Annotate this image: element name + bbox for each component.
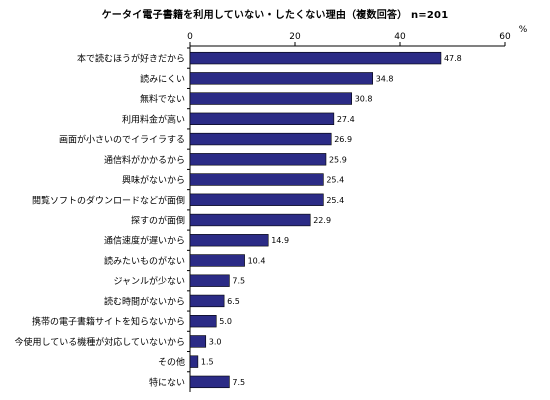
- category-label: 特にない: [149, 376, 185, 388]
- bar: [189, 375, 230, 389]
- category-label: ジャンルが少ない: [113, 275, 185, 287]
- bar: [189, 112, 335, 125]
- bar: [189, 72, 373, 85]
- bar: [189, 254, 245, 267]
- value-label: 6.5: [227, 297, 240, 306]
- value-label: 1.5: [201, 358, 214, 367]
- category-label: 通信料がかかるから: [104, 154, 185, 166]
- bar: [189, 153, 327, 166]
- value-label: 26.9: [334, 135, 352, 144]
- bar: [189, 132, 332, 146]
- category-label: 本で読むほうが好きだから: [77, 53, 185, 65]
- value-label: 3.0: [209, 337, 222, 346]
- category-label: 読みにくい: [140, 73, 185, 85]
- category-label: 画面が小さいのでイライラする: [59, 134, 185, 146]
- x-unit-label: %: [519, 25, 528, 35]
- category-label: 読みたいものがない: [104, 255, 185, 267]
- x-tick-label: 40: [394, 32, 406, 42]
- bar: [189, 335, 207, 348]
- bar: [189, 213, 311, 227]
- value-label: 5.0: [219, 317, 232, 326]
- category-label: 無料でない: [140, 93, 185, 105]
- value-label: 22.9: [313, 216, 331, 225]
- value-label: 14.9: [271, 236, 289, 245]
- value-label: 34.8: [376, 74, 394, 83]
- category-label: 探すのが面倒: [131, 215, 185, 227]
- chart-title: ケータイ電子書籍を利用していない・したくない理由（複数回答） n=201: [101, 10, 449, 21]
- bar: [189, 173, 324, 186]
- category-label: 興味がないから: [122, 174, 185, 186]
- bar: [189, 92, 352, 105]
- bar: [189, 51, 442, 65]
- bar: [189, 193, 324, 206]
- value-label: 10.4: [248, 256, 266, 265]
- value-label: 27.4: [337, 115, 355, 124]
- value-label: 7.5: [232, 378, 245, 387]
- value-label: 25.4: [326, 196, 344, 205]
- value-label: 25.4: [326, 176, 344, 185]
- category-label: 利用料金が高い: [122, 113, 185, 125]
- value-label: 47.8: [444, 54, 462, 63]
- value-label: 30.8: [355, 95, 373, 104]
- value-label: 25.9: [329, 155, 347, 164]
- x-tick-label: 0: [187, 32, 193, 42]
- bar: [189, 274, 230, 287]
- value-label: 7.5: [232, 277, 245, 286]
- category-label: 読む時間がないから: [104, 295, 185, 307]
- x-tick-label: 60: [499, 32, 511, 42]
- x-tick-label: 20: [289, 32, 301, 42]
- category-label: 今使用している機種が対応していないから: [15, 336, 185, 348]
- bar: [189, 234, 269, 247]
- bar: [189, 294, 225, 308]
- category-label: 閲覧ソフトのダウンロードなどが面倒: [32, 194, 185, 206]
- category-label: 通信速度が遅いから: [104, 235, 185, 247]
- bar: [189, 355, 199, 368]
- category-label: 携帯の電子書籍サイトを知らないから: [32, 316, 185, 328]
- category-label: その他: [158, 356, 185, 368]
- bar: [189, 315, 217, 328]
